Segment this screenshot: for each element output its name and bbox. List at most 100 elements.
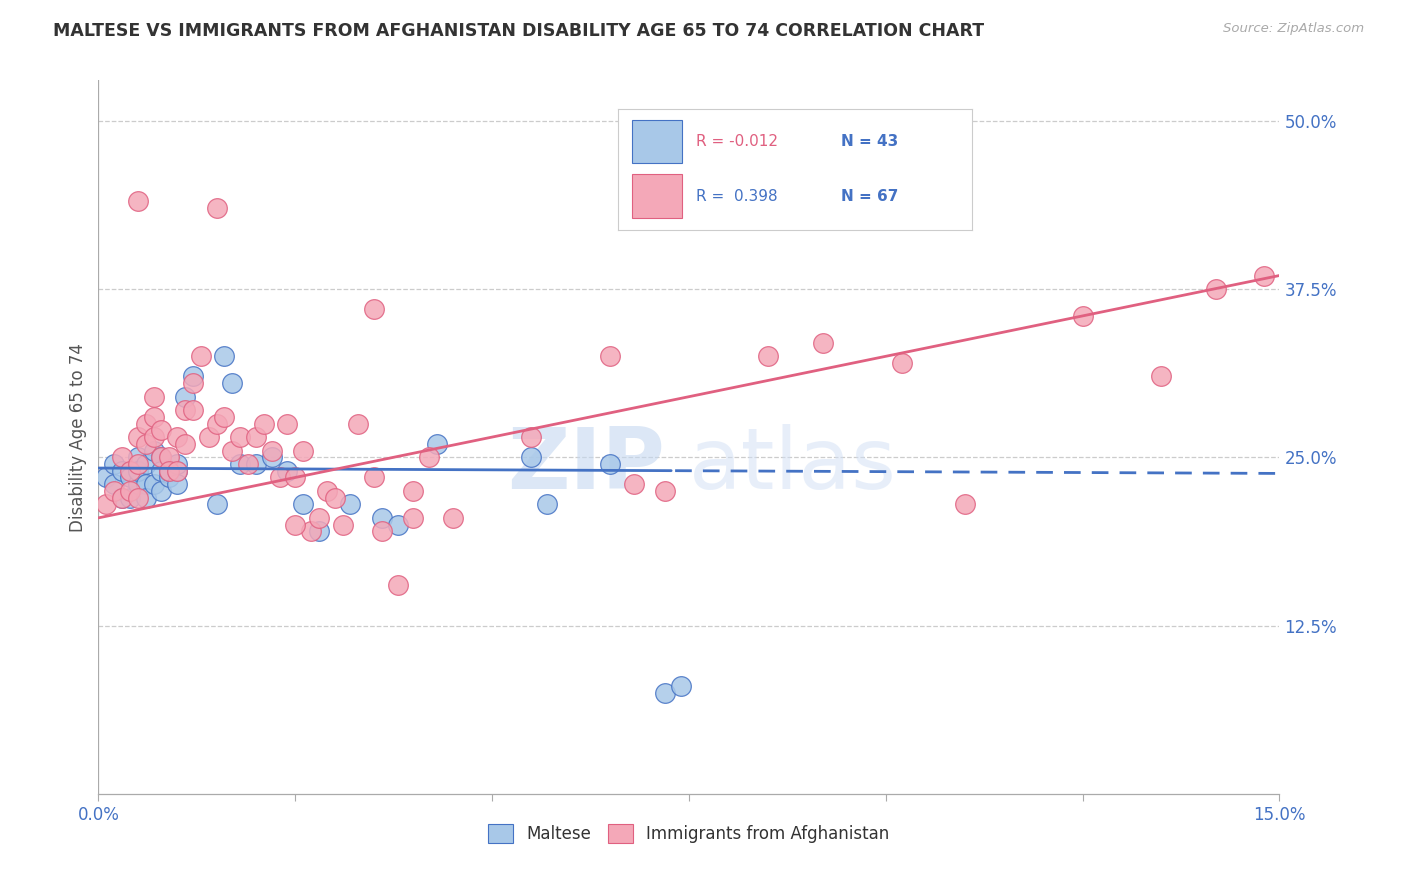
Point [181,369,204,384]
Point [197,430,219,444]
Point [284,470,307,484]
Point [253,417,276,431]
Point [1253,268,1275,283]
Point [142,390,165,404]
Point [150,450,173,465]
Point [402,483,425,498]
Point [118,470,141,484]
Point [339,497,361,511]
Point [315,483,337,498]
Point [599,457,621,471]
Point [654,686,676,700]
Point [426,437,449,451]
Point [402,511,425,525]
Point [127,464,149,478]
Point [221,443,243,458]
Point [214,349,236,363]
Point [103,457,125,471]
Point [135,457,157,471]
Point [157,464,180,478]
Point [142,430,165,444]
Point [441,511,464,525]
Point [111,491,134,505]
Point [181,403,204,417]
Point [347,417,370,431]
Point [111,464,134,478]
Y-axis label: Disability Age 65 to 74: Disability Age 65 to 74 [69,343,87,532]
Point [150,483,173,498]
Point [276,464,298,478]
Point [371,524,394,539]
Point [308,511,330,525]
Point [135,477,157,491]
Point [142,409,165,424]
Text: ZIP: ZIP [508,424,665,508]
Point [111,450,134,465]
Point [174,437,197,451]
Point [111,491,134,505]
Point [157,450,180,465]
Point [135,417,157,431]
Point [142,477,165,491]
Point [229,457,252,471]
Point [236,457,259,471]
Point [205,201,228,215]
Point [520,430,543,444]
Point [520,450,543,465]
Point [654,483,676,498]
Point [127,450,149,465]
Point [150,423,173,437]
Point [299,524,322,539]
Point [150,464,173,478]
Point [127,430,149,444]
Point [118,483,141,498]
Point [276,417,298,431]
Point [387,517,409,532]
Point [214,409,236,424]
Text: Source: ZipAtlas.com: Source: ZipAtlas.com [1223,22,1364,36]
Point [135,437,157,451]
Point [166,464,188,478]
Point [127,194,149,209]
Text: atlas: atlas [689,424,897,508]
Legend: Maltese, Immigrants from Afghanistan: Maltese, Immigrants from Afghanistan [481,817,897,850]
Point [118,464,141,478]
Point [1205,282,1227,296]
Point [135,491,157,505]
Point [229,430,252,444]
Point [323,491,346,505]
Point [142,443,165,458]
Point [166,477,188,491]
Point [166,430,188,444]
Point [292,497,315,511]
Point [371,511,394,525]
Point [953,497,976,511]
Point [205,417,228,431]
Point [150,450,173,465]
Point [363,302,385,317]
Point [811,335,834,350]
Point [292,443,315,458]
Point [157,470,180,484]
Point [190,349,212,363]
Point [890,356,912,370]
Point [418,450,440,465]
Point [96,497,118,511]
Point [284,517,307,532]
Point [96,470,118,484]
Point [157,464,180,478]
Point [103,477,125,491]
Point [332,517,354,532]
Point [1150,369,1173,384]
Point [1071,309,1094,323]
Point [181,376,204,391]
Point [174,403,197,417]
Point [174,390,197,404]
Point [127,491,149,505]
Point [363,470,385,484]
Point [623,477,645,491]
Point [166,464,188,478]
Point [127,477,149,491]
Point [387,578,409,592]
Point [269,470,291,484]
